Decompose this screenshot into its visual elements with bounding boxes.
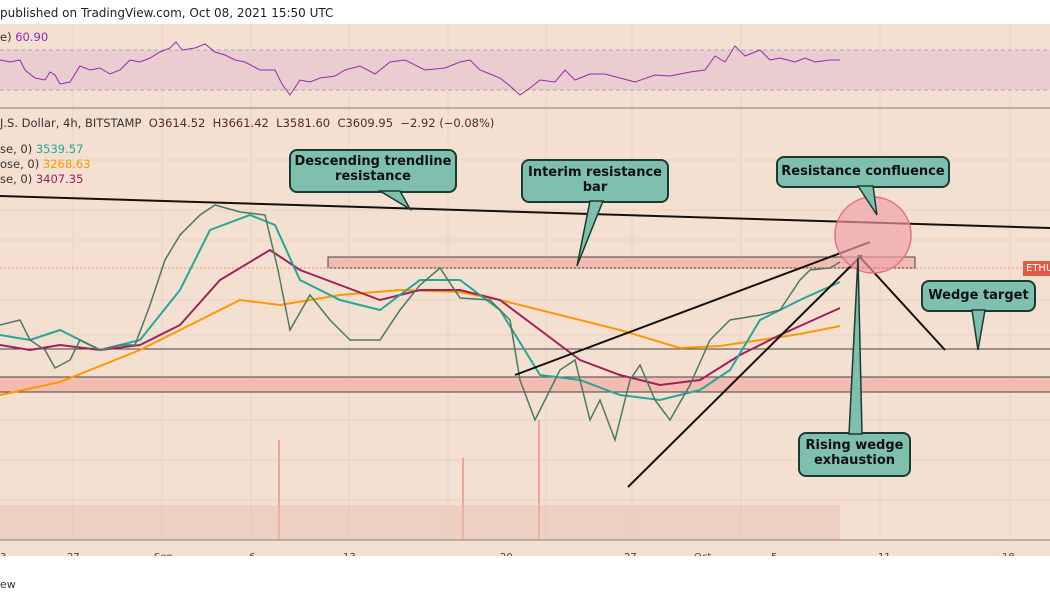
svg-text:6: 6 xyxy=(249,552,255,556)
svg-text:27: 27 xyxy=(67,552,80,556)
ohlc-legend: J.S. Dollar, 4h, BITSTAMP O3614.52 H3661… xyxy=(0,116,495,130)
rsi-legend: e) 60.90 xyxy=(0,30,49,44)
svg-text:27: 27 xyxy=(624,552,637,556)
ma-maroon xyxy=(0,248,841,387)
callout-wedge-target: Wedge target xyxy=(928,288,1029,303)
callout-confluence: Resistance confluence xyxy=(781,164,945,179)
svg-text:18: 18 xyxy=(1002,552,1015,556)
price-tag-label: ETHU xyxy=(1026,263,1050,274)
svg-text:3: 3 xyxy=(0,552,6,556)
rsi-value: 60.90 xyxy=(15,30,49,44)
ma-legend-teal[interactable]: se, 0) 3539.57 xyxy=(0,142,84,156)
svg-text:5: 5 xyxy=(771,552,777,556)
callout-rising-wedge: Rising wedge exhaustion xyxy=(805,438,904,468)
chart-area[interactable]: 3 27 Sep 6 13 20 27 Oct 5 11 18 e) 60.90 J.S. D… xyxy=(0,24,1050,556)
published-text: published on TradingView.com, Oct 08, 20… xyxy=(0,6,334,20)
svg-text:Sep: Sep xyxy=(154,552,173,556)
footer: ew xyxy=(0,556,1050,600)
price-tag xyxy=(1023,261,1050,276)
support-zone xyxy=(0,377,1050,392)
footer-text: ew xyxy=(0,578,16,591)
callouts xyxy=(289,149,1036,477)
x-axis: 3 27 Sep 6 13 20 27 Oct 5 11 18 xyxy=(0,552,1015,556)
ma-orange xyxy=(0,288,841,396)
rsi-band xyxy=(0,50,1050,90)
svg-text:Oct: Oct xyxy=(694,552,711,556)
price-candles xyxy=(0,204,841,443)
wedge-lower xyxy=(627,254,863,488)
callout-interim: Interim resistance bar xyxy=(528,165,662,195)
svg-text:13: 13 xyxy=(343,552,356,556)
volume-bars xyxy=(0,420,840,540)
ma-teal xyxy=(0,213,841,402)
wedge-upper xyxy=(514,241,871,376)
ma-legend-orange[interactable]: ose, 0) 3268.63 xyxy=(0,157,91,171)
rsi-line xyxy=(0,41,840,96)
svg-text:20: 20 xyxy=(500,552,513,556)
publish-header: published on TradingView.com, Oct 08, 20… xyxy=(0,0,1050,24)
callout-descending: Descending trendline resistance xyxy=(294,154,452,184)
ma-legend-maroon[interactable]: se, 0) 3407.35 xyxy=(0,172,84,186)
grid xyxy=(0,24,1050,540)
svg-text:11: 11 xyxy=(878,552,891,556)
